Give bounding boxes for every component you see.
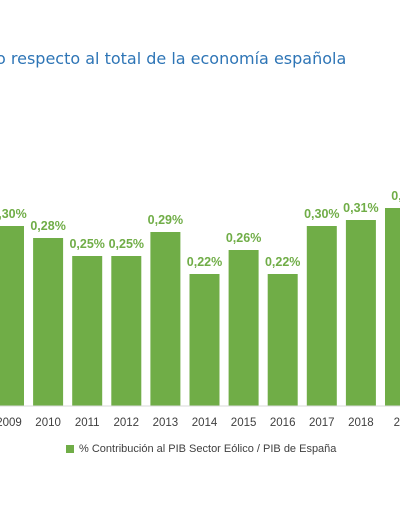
bar-2017 [306,226,337,406]
bar-2013 [150,232,181,406]
x-tick-2014: 2014 [192,417,218,429]
data-label-20: 0,3 [391,189,400,203]
data-label-2017: 0,30% [304,207,339,221]
x-tick-2016: 2016 [270,417,296,429]
bar-2018 [345,220,376,406]
x-tick-2017: 2017 [309,417,335,429]
bar-2012 [111,256,142,406]
data-labels-group: 0,30%0,28%0,25%0,25%0,29%0,22%0,26%0,22%… [0,189,400,269]
data-label-2010: 0,28% [30,219,65,233]
x-tick-2013: 2013 [153,417,179,429]
bar-2009 [0,226,24,406]
legend-label: % Contribución al PIB Sector Eólico / PI… [79,443,337,455]
bar-2011 [72,256,103,406]
bars-group [0,208,400,406]
data-label-2013: 0,29% [148,213,183,227]
x-tick-2018: 2018 [348,417,374,429]
data-label-2015: 0,26% [226,231,261,245]
bar-2010 [33,238,64,406]
bar-2015 [228,250,259,406]
x-tick-20: 20 [394,417,400,429]
x-tick-2015: 2015 [231,417,257,429]
x-tick-2010: 2010 [35,417,61,429]
legend: % Contribución al PIB Sector Eólico / PI… [66,443,336,455]
x-tick-labels-group: 2009 2010 2011 2012 2013 2014 2015 2016 2017 2018… [0,417,400,429]
data-label-2014: 0,22% [187,255,222,269]
data-label-2018: 0,31% [343,201,378,215]
x-tick-2012: 2012 [114,417,140,429]
legend-swatch [66,445,74,453]
chart-title: o respecto al total de la economía españ… [0,49,347,68]
data-label-2016: 0,22% [265,255,300,269]
data-label-2012: 0,25% [109,237,144,251]
x-tick-2009: 2009 [0,417,22,429]
bar-20 [385,208,400,406]
x-tick-2011: 2011 [75,417,100,429]
data-label-2011: 0,25% [69,237,104,251]
data-label-2009: 0,30% [0,207,27,221]
bar-2014 [189,274,220,406]
bar-2016 [267,274,298,406]
